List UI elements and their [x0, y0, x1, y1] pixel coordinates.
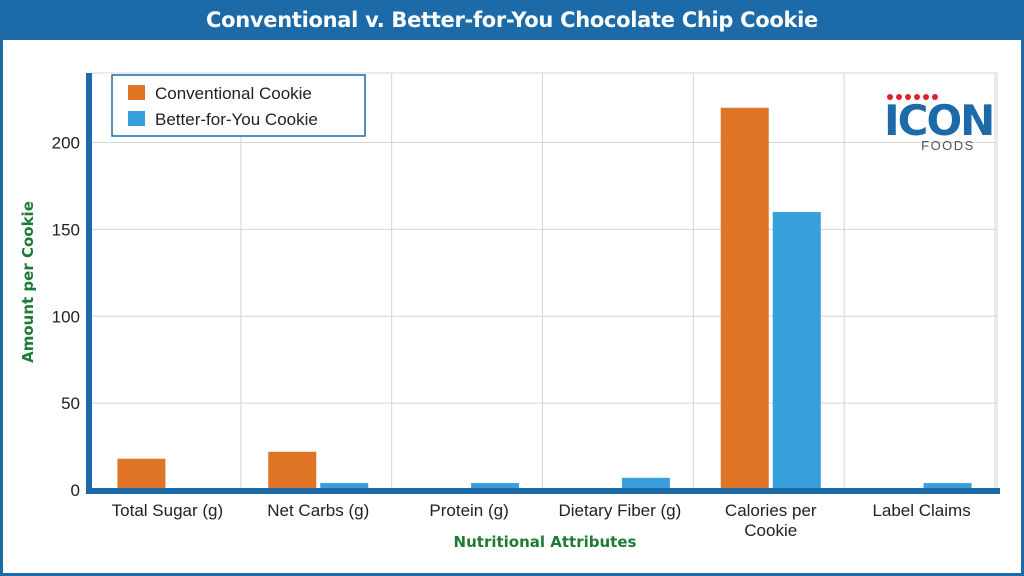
y-axis-title: Amount per Cookie [19, 201, 37, 363]
legend-label-better: Better-for-You Cookie [155, 110, 318, 129]
y-tick-label: 0 [71, 481, 80, 500]
labels-layer: 0 50 100 150 200 Total Sugar (g) Net Carbs (g)… [52, 134, 971, 541]
x-tick-label: Calories per [725, 501, 817, 520]
bar-conventional [720, 107, 769, 490]
legend-swatch-better [128, 111, 145, 126]
y-tick-label: 100 [52, 307, 80, 326]
axes-layer [86, 73, 1000, 494]
legend-swatch-conventional [128, 85, 145, 100]
x-axis-title: Nutritional Attributes [454, 533, 637, 551]
bar-conventional [117, 458, 166, 490]
grid-layer [92, 72, 998, 490]
bar-better-for-you [320, 483, 369, 490]
bar-better-for-you [923, 483, 972, 490]
legend: Conventional Cookie Better-for-You Cooki… [111, 74, 366, 137]
logo-dots [887, 94, 938, 100]
bar-conventional [268, 451, 317, 490]
bar-better-for-you [471, 483, 520, 490]
icon-foods-logo: ICON FOODS [884, 94, 995, 153]
y-tick-label: 150 [52, 220, 80, 239]
x-tick-label: Cookie [744, 521, 797, 540]
logo-sub-text: FOODS [921, 138, 975, 153]
y-tick-label: 200 [52, 134, 80, 153]
legend-label-conventional: Conventional Cookie [155, 84, 312, 103]
bar-better-for-you [772, 212, 821, 490]
x-tick-label: Label Claims [872, 501, 970, 520]
x-tick-label: Dietary Fiber (g) [559, 501, 682, 520]
bar-better-for-you [621, 477, 670, 490]
x-tick-label: Protein (g) [429, 501, 508, 520]
chart-title: Conventional v. Better-for-You Chocolate… [0, 0, 1024, 40]
legend-box [111, 74, 366, 137]
x-tick-label: Total Sugar (g) [112, 501, 224, 520]
y-tick-label: 50 [61, 394, 80, 413]
bars-layer [117, 107, 972, 490]
logo-brand-text: ICON [884, 96, 993, 145]
x-tick-label: Net Carbs (g) [267, 501, 369, 520]
